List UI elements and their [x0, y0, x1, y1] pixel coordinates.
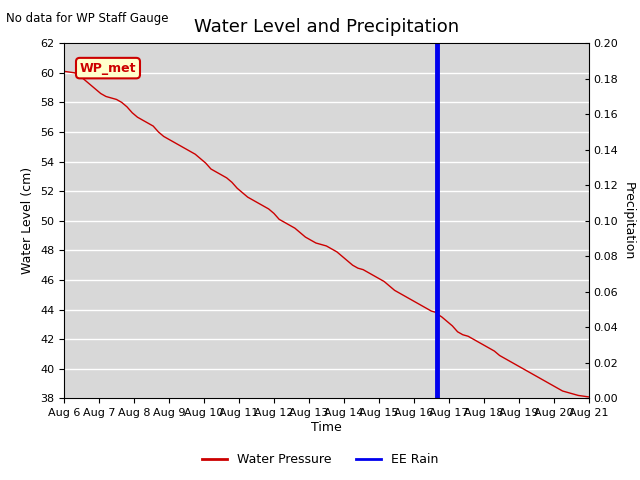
- Legend: Water Pressure, EE Rain: Water Pressure, EE Rain: [196, 448, 444, 471]
- Y-axis label: Water Level (cm): Water Level (cm): [22, 167, 35, 275]
- Text: No data for WP Staff Gauge: No data for WP Staff Gauge: [6, 12, 169, 25]
- Y-axis label: Precipitation: Precipitation: [622, 181, 635, 260]
- X-axis label: Time: Time: [311, 421, 342, 434]
- Text: WP_met: WP_met: [80, 61, 136, 74]
- Title: Water Level and Precipitation: Water Level and Precipitation: [194, 18, 459, 36]
